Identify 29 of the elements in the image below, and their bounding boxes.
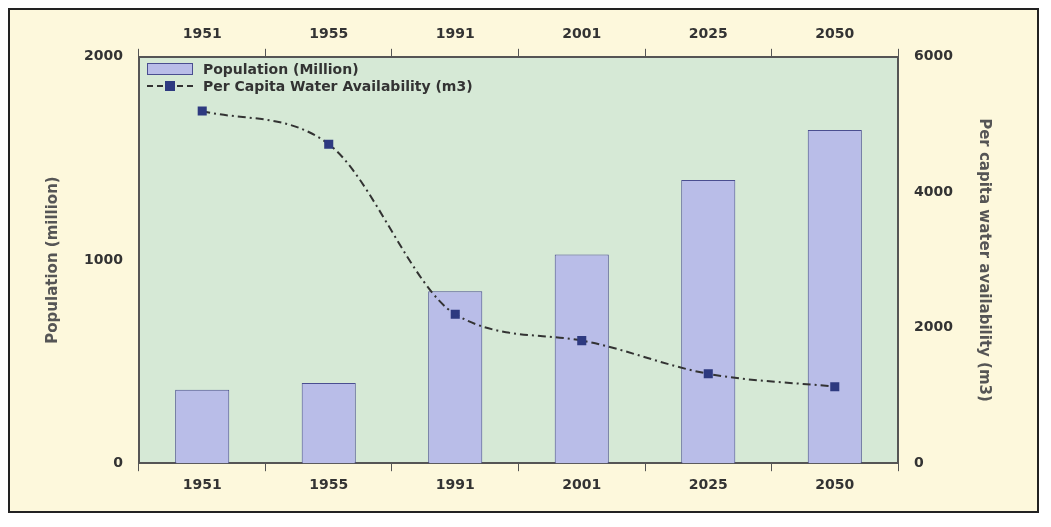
x-tick-label: 2050 bbox=[815, 476, 855, 493]
y2-tick-label: 2000 bbox=[914, 318, 954, 335]
legend-label: Population (Million) bbox=[202, 60, 359, 78]
x-tick-label: 2001 bbox=[562, 476, 602, 493]
category-label: 2050 bbox=[815, 25, 855, 42]
point bbox=[324, 139, 334, 149]
x-tick-label: 1951 bbox=[182, 476, 222, 493]
point bbox=[577, 336, 587, 346]
x-tick-label: 1955 bbox=[309, 476, 349, 493]
x-tick-label: 1991 bbox=[435, 476, 475, 493]
category-label: 1951 bbox=[182, 25, 222, 42]
y2-tick-label: 6000 bbox=[914, 47, 954, 64]
category-label: 2025 bbox=[688, 25, 728, 42]
category-label: 1955 bbox=[309, 25, 349, 42]
point bbox=[830, 382, 840, 392]
category-label: 1991 bbox=[435, 25, 475, 42]
legend-label: Per Capita Water Availability (m3) bbox=[202, 77, 473, 95]
y-tick-label: 1000 bbox=[84, 250, 124, 267]
point bbox=[197, 106, 207, 116]
y2-axis-title: Per capita water availability (m3) bbox=[976, 118, 995, 402]
y-axis-title: Population (million) bbox=[42, 176, 61, 344]
point bbox=[450, 309, 460, 319]
y2-tick-label: 4000 bbox=[914, 182, 954, 199]
point bbox=[703, 369, 713, 379]
category-label: 2001 bbox=[562, 25, 602, 42]
x-tick-label: 2025 bbox=[688, 476, 728, 493]
y2-tick-label: 0 bbox=[914, 453, 925, 470]
y-tick-label: 0 bbox=[113, 453, 124, 470]
y-tick-label: 2000 bbox=[84, 47, 124, 64]
